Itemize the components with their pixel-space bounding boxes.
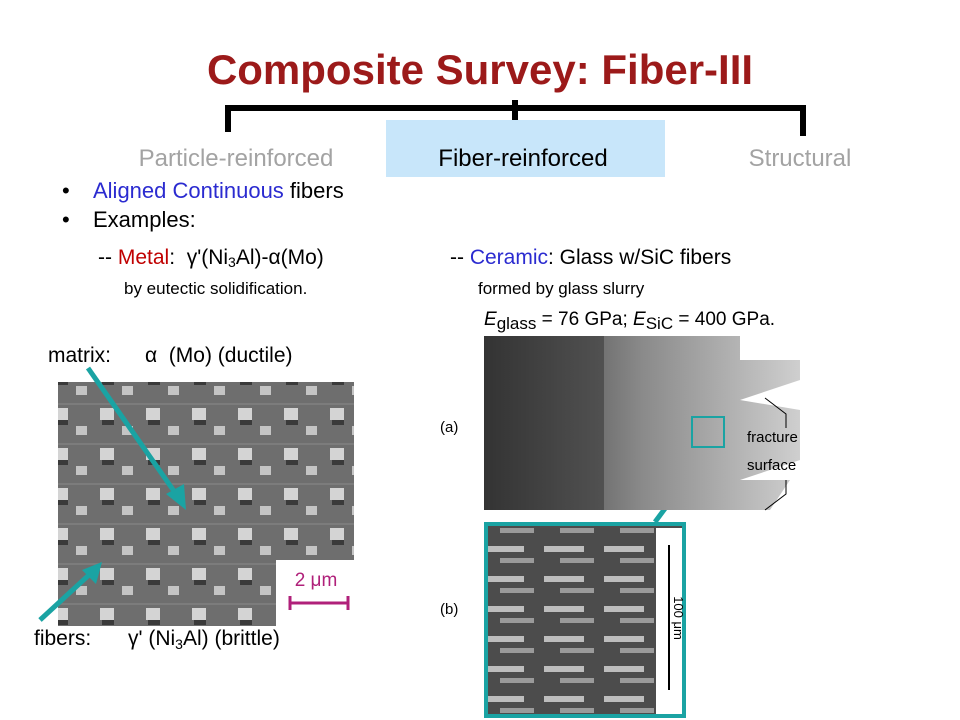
- subscript: 3: [175, 636, 183, 652]
- ceramic-note: formed by glass slurry: [478, 279, 645, 298]
- label-head: matrix:: [48, 344, 111, 367]
- label-text: α (Mo) (ductile): [145, 344, 293, 367]
- subscript: 3: [228, 254, 236, 270]
- value-text: = 76 GPa;: [536, 309, 633, 330]
- bullet-text: fibers: [284, 178, 344, 203]
- ceramic-label: Ceramic: [470, 246, 548, 269]
- tab-active: Fiber-reinforced: [438, 145, 607, 172]
- tab: Particle-reinforced: [139, 145, 334, 172]
- bullet-highlight: Aligned Continuous: [93, 178, 284, 203]
- slide-title: Composite Survey: Fiber-III: [207, 46, 753, 93]
- fracture-edge: [740, 336, 800, 510]
- subscript: SiC: [646, 314, 673, 333]
- ceramic-line: -- Ceramic: Glass w/SiC fibers: [450, 246, 731, 269]
- metal-line: -- Metal: γ'(Ni3Al)-α(Mo): [98, 246, 324, 270]
- micrograph-a-shade: [484, 336, 604, 510]
- fracture-label: surface: [747, 457, 796, 474]
- formula: : γ'(Ni: [169, 246, 228, 269]
- fracture-bracket: [764, 397, 787, 511]
- micrograph-b: [484, 522, 686, 718]
- bullet-dot: •: [62, 207, 70, 232]
- label-text: Al) (brittle): [183, 627, 280, 650]
- fracture-label: fracture: [747, 429, 798, 446]
- bullet-dot: •: [62, 178, 70, 203]
- metal-label: Metal: [118, 246, 169, 269]
- scale-b-label: 100 μm: [671, 596, 686, 640]
- scale-label: 2 μm: [295, 570, 338, 591]
- zoom-box: [691, 416, 725, 448]
- moduli: Eglass = 76 GPa; ESiC = 400 GPa.: [484, 309, 775, 333]
- value-text: = 400 GPa.: [673, 309, 775, 330]
- scale-box: [276, 560, 354, 626]
- dash: --: [450, 246, 470, 269]
- matrix-label: matrix: α (Mo) (ductile): [48, 344, 293, 367]
- tab: Structural: [749, 145, 852, 172]
- formula: Al)-α(Mo): [236, 246, 324, 269]
- fibers-label: fibers: γ' (Ni3Al) (brittle): [34, 627, 280, 652]
- subscript: glass: [497, 314, 537, 333]
- panel-label: (b): [440, 601, 458, 618]
- dash: --: [98, 246, 118, 269]
- label-text: γ' (Ni: [128, 627, 175, 650]
- bullet: Examples:: [93, 207, 196, 232]
- symbol: E: [633, 309, 646, 330]
- ceramic-text: : Glass w/SiC fibers: [548, 246, 731, 269]
- panel-label: (a): [440, 419, 458, 436]
- scale-bar: [288, 596, 350, 610]
- bullet: Aligned Continuous fibers: [93, 178, 344, 203]
- active-tab-bg: [386, 120, 665, 177]
- metal-note: by eutectic solidification.: [124, 279, 307, 298]
- label-head: fibers:: [34, 627, 91, 650]
- symbol: E: [484, 309, 497, 330]
